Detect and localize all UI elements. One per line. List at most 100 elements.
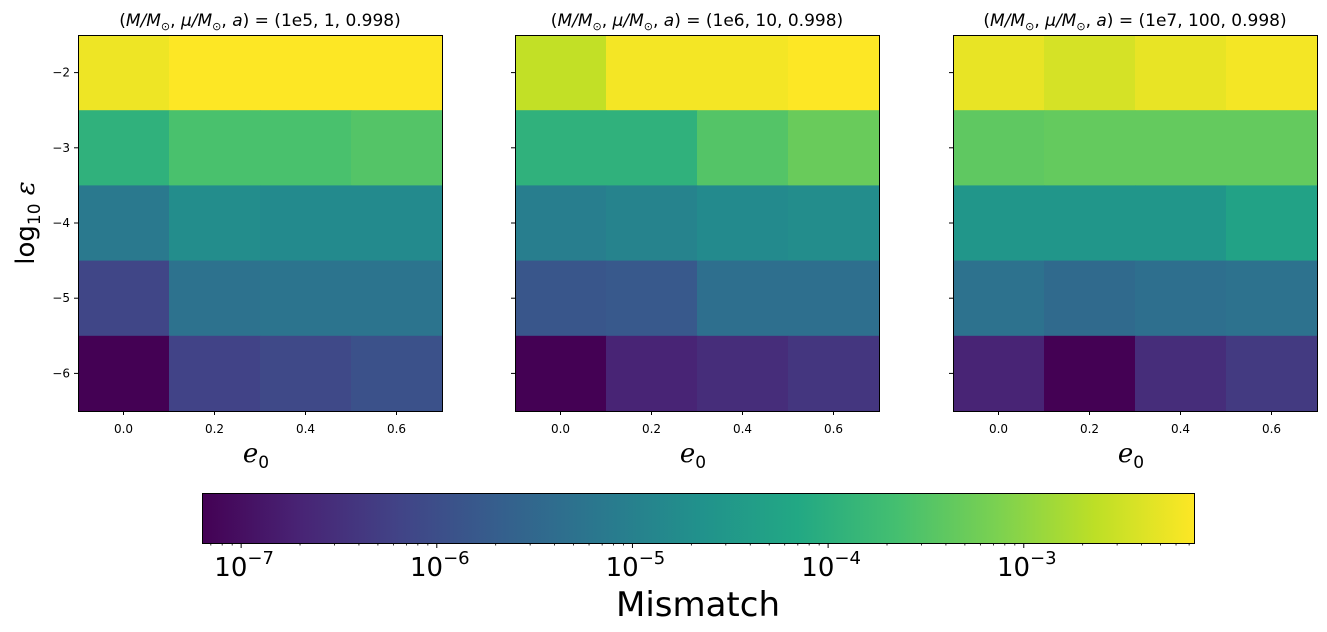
heatmap-cell-r3-c2 [260,260,352,337]
heatmap-cell-r3-c1 [1044,260,1136,337]
heatmap-cell-r0-c3 [351,35,443,111]
heatmap-cell-r1-c3 [1226,110,1318,186]
x-tick-label: 0.0 [989,422,1008,436]
x-tick-label: 0.2 [205,422,224,436]
heatmap-cell-r2-c2 [697,185,789,262]
heatmap-cell-r1-c2 [1135,110,1227,186]
x-axis-label: e0 [680,439,706,473]
axes-frame [78,35,443,412]
heatmap-cell-r2-c0 [953,185,1045,262]
x-axis-label: e0 [243,439,269,473]
heatmap-cell-r2-c1 [169,185,261,262]
heatmap-cell-r1-c1 [1044,110,1136,186]
heatmap-cell-r2-c3 [788,185,880,262]
heatmap-cell-r0-c1 [606,35,698,111]
y-tick-label: −3 [52,141,70,155]
panel-title: (M/M⊙, μ/M⊙, a) = (1e7, 100, 0.998) [983,11,1286,33]
y-tick-label: −5 [52,291,70,305]
heatmap-cell-r4-c1 [169,335,261,412]
heatmap-cell-r0-c3 [1226,35,1318,111]
heatmap-cell-r2-c3 [351,185,443,262]
heatmap-cell-r4-c1 [1044,335,1136,412]
x-tick-label: 0.2 [1080,422,1099,436]
heatmap-cell-r2-c0 [78,185,170,262]
heatmap-cell-r4-c3 [788,335,880,412]
x-tick-label: 0.4 [296,422,315,436]
x-tick-label: 0.4 [1171,422,1190,436]
heatmap-cell-r3-c3 [351,260,443,337]
heatmap-cell-r3-c3 [788,260,880,337]
heatmap-cell-r4-c2 [260,335,352,412]
colorbar-tick-label: 10−6 [410,548,470,583]
heatmap-panels: 0.0 0.2 0.4 0.6 −2 −3 −4 −5 −6 (M/M⊙, μ/M⊙, a) = … [11,11,1318,473]
heatmap-cell-r3-c0 [515,260,607,337]
heatmap-cell-r3-c1 [169,260,261,337]
heatmap-cell-r4-c0 [515,335,607,412]
heatmap-cell-r4-c3 [1226,335,1318,412]
heatmap-cell-r3-c2 [1135,260,1227,337]
heatmap-cell-r2-c1 [1044,185,1136,262]
heatmap-cell-r1-c1 [606,110,698,186]
heatmap-cell-r0-c0 [515,35,607,111]
heatmap-cell-r4-c2 [697,335,789,412]
heatmap-cell-r0-c1 [1044,35,1136,111]
heatmap-cell-r1-c2 [697,110,789,186]
heatmap-cell-r3-c0 [953,260,1045,337]
heatmap-cell-r0-c0 [78,35,170,111]
heatmap-cell-r3-c0 [78,260,170,337]
heatmap-cell-r1-c0 [78,110,170,186]
heatmap-cell-r0-c1 [169,35,261,111]
panel-title: (M/M⊙, μ/M⊙, a) = (1e6, 10, 0.998) [551,11,843,33]
x-tick-label: 0.0 [551,422,570,436]
heatmap-cell-r1-c0 [515,110,607,186]
heatmap-cell-r1-c2 [260,110,352,186]
heatmap-cell-r0-c2 [260,35,352,111]
colorbar-gradient [202,493,1194,543]
heatmap-cell-r0-c2 [1135,35,1227,111]
heatmap-cell-r2-c2 [1135,185,1227,262]
heatmap-cell-r2-c0 [515,185,607,262]
x-tick-label: 0.6 [1262,422,1281,436]
heatmap-cell-r1-c1 [169,110,261,186]
x-tick-label: 0.6 [387,422,406,436]
heatmap-cell-r4-c2 [1135,335,1227,412]
heatmap-panel-2: 0.0 0.2 0.4 0.6 (M/M⊙, μ/M⊙, a) = (1e6, 10, … [511,11,880,473]
colorbar-label: Mismatch [616,585,780,625]
heatmap-cell-r0-c0 [953,35,1045,111]
y-tick-label: −2 [52,66,70,80]
heatmap-cell-r0-c2 [697,35,789,111]
heatmap-cell-r2-c2 [260,185,352,262]
heatmap-cell-r0-c3 [788,35,880,111]
heatmap-cell-r1-c0 [953,110,1045,186]
heatmap-cell-r3-c1 [606,260,698,337]
heatmap-cell-r4-c0 [953,335,1045,412]
heatmap-panel-1: 0.0 0.2 0.4 0.6 −2 −3 −4 −5 −6 (M/M⊙, μ/M⊙, a) = … [11,11,443,473]
heatmap-cell-r4-c1 [606,335,698,412]
heatmap-cell-r3-c2 [697,260,789,337]
heatmap-cell-r2-c1 [606,185,698,262]
axes-frame [953,35,1318,412]
panel-title: (M/M⊙, μ/M⊙, a) = (1e5, 1, 0.998) [119,11,401,33]
heatmap-cell-r4-c0 [78,335,170,412]
colorbar-tick-label: 10−5 [606,548,666,583]
x-tick-label: 0.0 [114,422,133,436]
y-axis-label: log10 ε [11,181,45,265]
y-tick-label: −4 [52,216,70,230]
colorbar-frame [202,493,1195,544]
axes-frame [515,35,880,412]
colorbar-tick-label: 10−3 [997,548,1057,583]
x-tick-label: 0.6 [824,422,843,436]
heatmap-cell-r3-c3 [1226,260,1318,337]
colorbar-tick-label: 10−4 [801,548,861,583]
y-tick-label: −6 [52,366,70,380]
x-tick-label: 0.2 [642,422,661,436]
heatmap-cell-r2-c3 [1226,185,1318,262]
heatmap-cell-r1-c3 [788,110,880,186]
colorbar-tick-label: 10−7 [214,548,274,583]
heatmap-cell-r1-c3 [351,110,443,186]
x-axis-label: e0 [1118,439,1144,473]
colorbar: 10−7 10−6 10−5 10−4 10−3 Mismatch [202,493,1195,625]
heatmap-panel-3: 0.0 0.2 0.4 0.6 (M/M⊙, μ/M⊙, a) = (1e7, 100,… [949,11,1318,473]
x-tick-label: 0.4 [733,422,752,436]
